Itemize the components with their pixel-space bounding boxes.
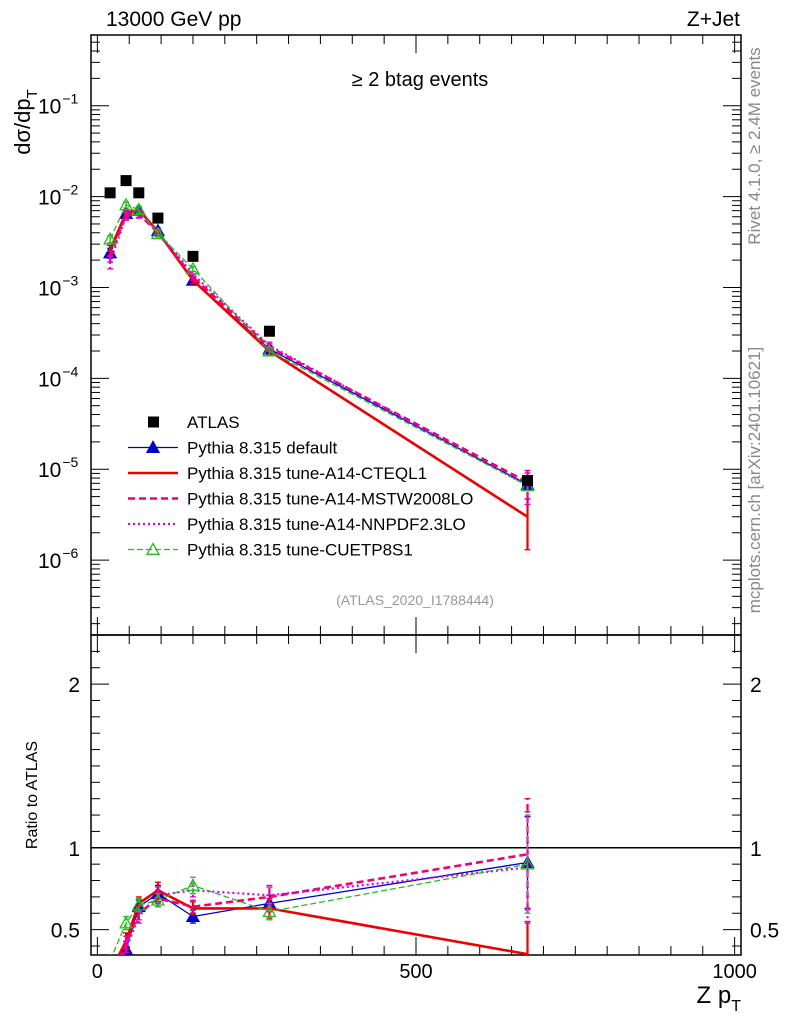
ratio-plot-area: [91, 798, 741, 980]
ratio-line-mstw: [119, 853, 528, 955]
ratio-y-tick-label: 2: [68, 674, 80, 697]
main-y-axis-label-text: dσ/dpT: [10, 89, 41, 155]
analysis-label: (ATLAS_2020_I1788444): [336, 592, 494, 608]
atlas-data-point: [152, 212, 164, 224]
y-tick-label: 10−2: [38, 182, 79, 210]
y-tick-label: 10−3: [38, 272, 79, 300]
atlas-data-point: [522, 475, 534, 487]
ratio-line-nnpdf: [122, 866, 528, 955]
ratio-y-tick-label-right: 1: [750, 838, 762, 861]
legend-label-mstw: Pythia 8.315 tune-A14-MSTW2008LO: [187, 490, 473, 509]
axis-ticks: [91, 35, 741, 955]
legend-entry-default: Pythia 8.315 default: [128, 439, 338, 458]
y-tick-label: 10−4: [38, 363, 79, 391]
ratio-y-tick-label: 1: [68, 838, 80, 861]
x-tick-label: 1000: [712, 961, 757, 983]
ratio-line-cuetp: [111, 863, 528, 955]
ratio-y-tick-label-right: 2: [750, 674, 762, 697]
legend-entry-atlas: ATLAS: [148, 413, 240, 432]
ratio-line-default: [121, 861, 528, 955]
tick-labels: 0 500 1000 10−6 10−5 10−4 10−3 10−2 10−1 0.5 0.5 1 1…: [38, 91, 779, 983]
ratio-point-cuetp: [150, 892, 166, 906]
ratio-y-axis-label: Ratio to ATLAS: [24, 741, 41, 849]
x-tick-label: 0: [92, 961, 103, 983]
ratio-point-cuetp: [109, 953, 112, 955]
legend-marker-cuetp: [145, 542, 161, 555]
main-line-cuetp: [109, 204, 528, 487]
legend: ATLAS Pythia 8.315 default Pythia 8.315 tu…: [128, 413, 473, 560]
x-axis-label: Z pT: [697, 982, 742, 1015]
y-tick-label: 10−5: [38, 454, 79, 482]
ratio-series-default: [104, 816, 535, 980]
ratio-point-cuetp: [520, 856, 535, 870]
main-point-cuetp: [150, 226, 166, 240]
ratio-point-cuetp: [118, 915, 134, 929]
legend-label-cteql1: Pythia 8.315 tune-A14-CTEQL1: [187, 464, 427, 483]
main-y-axis-label: dσ/dpT: [10, 89, 41, 155]
legend-entry-mstw: Pythia 8.315 tune-A14-MSTW2008LO: [128, 490, 473, 509]
main-series-nnpdf: [107, 210, 531, 506]
main-point-cuetp: [185, 261, 201, 275]
mcplots-label: mcplots.cern.ch [arXiv:2401.10621]: [745, 347, 764, 613]
atlas-data-point: [120, 175, 132, 187]
main-point-cuetp: [262, 343, 277, 357]
atlas-data-point: [133, 187, 145, 199]
ratio-point-cuetp: [185, 878, 201, 891]
main-series-atlas: [104, 175, 534, 487]
ratio-series-mstw: [119, 798, 531, 955]
ratio-series-cuetp: [109, 814, 535, 955]
plot-title: ≥ 2 btag events: [352, 69, 489, 91]
main-point-cuetp: [131, 202, 146, 216]
rivet-label: Rivet 4.1.0, ≥ 2.4M events: [745, 47, 764, 244]
legend-label-atlas: ATLAS: [187, 413, 240, 432]
legend-marker-atlas: [148, 416, 159, 428]
atlas-data-point: [104, 187, 116, 199]
y-tick-label: 10−1: [38, 91, 79, 119]
legend-label-nnpdf: Pythia 8.315 tune-A14-NNPDF2.3LO: [187, 515, 466, 534]
header-process: Z+Jet: [687, 8, 740, 31]
atlas-data-point: [187, 250, 199, 262]
atlas-data-point: [263, 325, 275, 337]
legend-entry-cuetp: Pythia 8.315 tune-CUETP8S1: [128, 541, 413, 560]
legend-entry-cteql1: Pythia 8.315 tune-A14-CTEQL1: [128, 464, 427, 483]
legend-label-default: Pythia 8.315 default: [187, 439, 338, 458]
legend-entry-nnpdf: Pythia 8.315 tune-A14-NNPDF2.3LO: [128, 515, 466, 534]
y-tick-label: 10−6: [38, 545, 79, 573]
ratio-point-default: [185, 909, 201, 922]
header-energy: 13000 GeV pp: [106, 8, 241, 31]
ratio-series-nnpdf: [122, 811, 531, 955]
legend-marker-default: [145, 440, 161, 453]
main-point-cuetp: [103, 231, 118, 245]
ratio-point-cuetp: [262, 904, 277, 918]
main-point-cuetp: [118, 197, 134, 211]
ratio-series-cteql1: [117, 881, 531, 955]
main-plot-area: [103, 175, 535, 551]
x-tick-label: 500: [399, 961, 432, 983]
ratio-point-cuetp: [131, 897, 146, 911]
ratio-point-default: [104, 969, 116, 980]
legend-label-cuetp: Pythia 8.315 tune-CUETP8S1: [187, 541, 413, 560]
ratio-y-tick-label: 0.5: [51, 920, 80, 943]
ratio-y-tick-label-right: 0.5: [750, 920, 779, 943]
